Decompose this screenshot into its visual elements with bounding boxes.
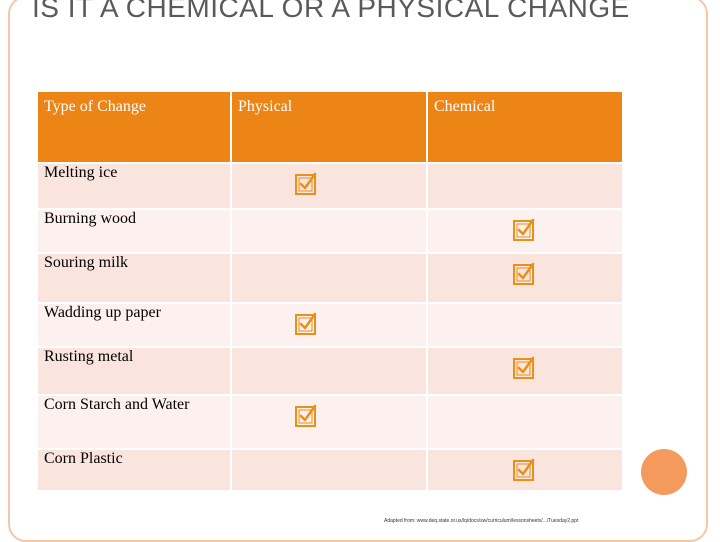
header-type-of-change: Type of Change: [36, 90, 232, 164]
cell-physical: [230, 448, 428, 492]
header-physical: Physical: [230, 90, 428, 164]
cell-physical: [230, 346, 428, 396]
cell-chemical: [426, 162, 624, 210]
header-chemical: Chemical: [426, 90, 624, 164]
cell-physical: [230, 394, 428, 450]
cell-physical: [230, 252, 428, 304]
decorative-circle: [641, 449, 687, 495]
row-label: Melting ice: [36, 162, 232, 210]
table-header-row: Type of Change Physical Chemical: [36, 90, 624, 164]
cell-physical: [230, 302, 428, 348]
table-row: Corn Starch and Water: [36, 394, 624, 450]
row-label: Corn Starch and Water: [36, 394, 232, 450]
checkbox-checked-icon: [294, 310, 320, 336]
cell-chemical: [426, 252, 624, 304]
row-label: Rusting metal: [36, 346, 232, 396]
cell-chemical: [426, 346, 624, 396]
checkbox-checked-icon: [294, 170, 320, 196]
table-row: Burning wood: [36, 208, 624, 254]
source-credit: Adapted from: www.deq.state.or.us/lq/doc…: [384, 518, 579, 524]
table-row: Corn Plastic: [36, 448, 624, 492]
cell-physical: [230, 208, 428, 254]
cell-chemical: [426, 448, 624, 492]
table-row: Rusting metal: [36, 346, 624, 396]
checkbox-checked-icon: [512, 216, 538, 242]
cell-physical: [230, 162, 428, 210]
row-label: Corn Plastic: [36, 448, 232, 492]
cell-chemical: [426, 302, 624, 348]
checkbox-checked-icon: [294, 402, 320, 428]
row-label: Wadding up paper: [36, 302, 232, 348]
checkbox-checked-icon: [512, 456, 538, 482]
row-label: Burning wood: [36, 208, 232, 254]
slide-title: IS IT A CHEMICAL OR A PHYSICAL CHANGE: [32, 0, 630, 23]
cell-chemical: [426, 394, 624, 450]
checkbox-checked-icon: [512, 354, 538, 380]
change-table: Type of Change Physical Chemical Melting…: [36, 90, 624, 492]
table-row: Souring milk: [36, 252, 624, 304]
cell-chemical: [426, 208, 624, 254]
table-row: Wadding up paper: [36, 302, 624, 348]
row-label: Souring milk: [36, 252, 232, 304]
table-row: Melting ice: [36, 162, 624, 210]
checkbox-checked-icon: [512, 260, 538, 286]
